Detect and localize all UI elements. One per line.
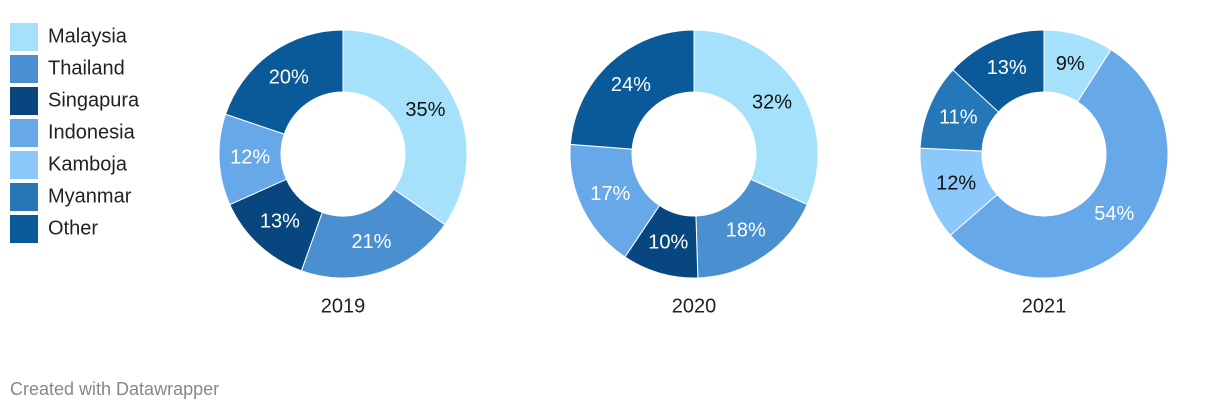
data-label: 12% bbox=[936, 173, 976, 195]
legend-swatch bbox=[10, 183, 38, 211]
donut-title: 2020 bbox=[672, 295, 717, 317]
legend-swatch bbox=[10, 23, 38, 51]
data-label: 32% bbox=[752, 92, 792, 114]
data-label: 35% bbox=[405, 99, 445, 121]
donut-segment bbox=[952, 29, 1045, 113]
data-label: 20% bbox=[269, 67, 309, 89]
donut-segment bbox=[300, 188, 446, 279]
legend-label: Myanmar bbox=[48, 185, 132, 207]
data-label: 10% bbox=[648, 232, 688, 254]
legend-label: Malaysia bbox=[48, 25, 128, 47]
legend-label: Thailand bbox=[48, 57, 125, 79]
credit: Created with Datawrapper bbox=[10, 379, 219, 399]
legend-label: Indonesia bbox=[48, 121, 136, 143]
data-label: 9% bbox=[1056, 53, 1085, 75]
donut-segment bbox=[693, 29, 819, 206]
legend-swatch bbox=[10, 151, 38, 179]
donut-title: 2021 bbox=[1022, 295, 1067, 317]
data-label: 24% bbox=[611, 74, 651, 96]
donut-title: 2019 bbox=[321, 295, 366, 317]
legend-swatch bbox=[10, 55, 38, 83]
data-label: 13% bbox=[260, 211, 300, 233]
legend-label: Singapura bbox=[48, 89, 140, 111]
data-label: 12% bbox=[230, 147, 270, 169]
donut-segment bbox=[949, 48, 1169, 279]
donut-segment bbox=[224, 29, 344, 135]
data-label: 21% bbox=[351, 231, 391, 253]
donut-segment bbox=[569, 29, 695, 150]
data-label: 17% bbox=[590, 183, 630, 205]
donut-segment bbox=[342, 29, 468, 226]
donut-segment bbox=[569, 143, 661, 258]
data-label: 13% bbox=[987, 57, 1027, 79]
data-label: 18% bbox=[726, 220, 766, 242]
data-label: 11% bbox=[939, 106, 978, 128]
legend-swatch bbox=[10, 87, 38, 115]
legend-swatch bbox=[10, 119, 38, 147]
legend-label: Kamboja bbox=[48, 153, 128, 175]
data-label: 54% bbox=[1094, 203, 1134, 225]
legend-label: Other bbox=[48, 217, 98, 239]
legend-swatch bbox=[10, 215, 38, 243]
